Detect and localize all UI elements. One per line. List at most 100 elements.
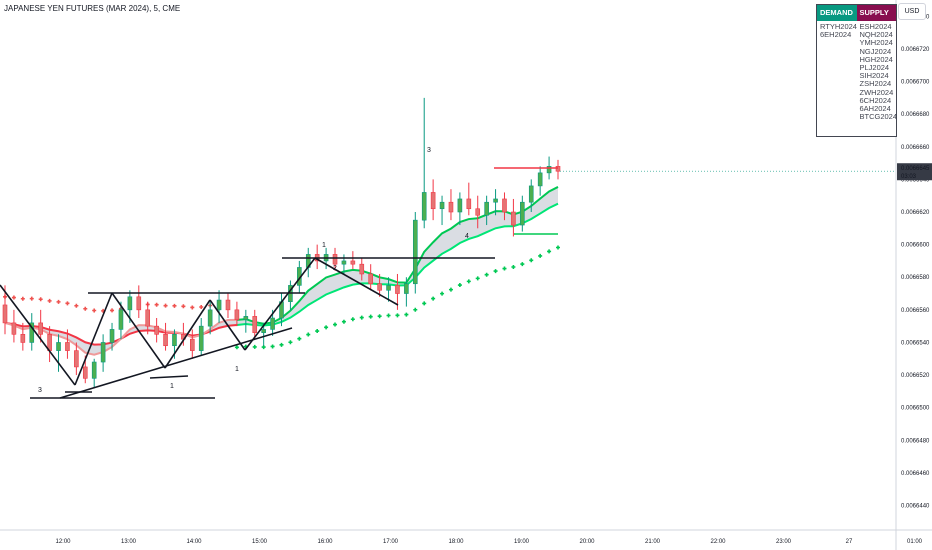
candle [38, 309, 43, 343]
candle-body [430, 192, 436, 210]
y-tick-label: 0.0066680 [901, 112, 930, 118]
trail-cross-mark [56, 299, 61, 304]
y-tick-label: 0.0066560 [901, 308, 930, 314]
trail-cross-mark [92, 308, 97, 313]
trail-cross-mark [511, 265, 516, 270]
trail-cross-mark [350, 317, 355, 322]
candle-body [439, 201, 445, 210]
trend-line [314, 257, 399, 306]
candle [359, 257, 365, 281]
y-tick-label: 0.0066640 [901, 177, 930, 183]
trail-cross-mark [74, 303, 79, 308]
y-tick-label: 0.0066660 [901, 145, 930, 151]
trail-cross-mark [315, 329, 320, 334]
trend-line [164, 299, 211, 369]
trail-cross-mark [395, 313, 400, 318]
candle [74, 342, 79, 376]
symbol-item: ZWH2024 [859, 87, 894, 97]
candle-body [359, 263, 365, 275]
candle [136, 285, 142, 318]
candle [350, 251, 356, 270]
symbol-item: YMH2024 [859, 38, 893, 48]
candle-body [56, 342, 61, 351]
candle [439, 195, 445, 226]
symbol-item: 6CH2024 [859, 95, 892, 105]
candle-body [404, 283, 409, 294]
trail-cross-mark [279, 342, 284, 347]
trail-cross-mark [234, 345, 239, 350]
trail-cross-mark [377, 314, 382, 319]
wave-label: 4 [465, 233, 469, 240]
wave-label: 1 [235, 366, 239, 373]
candle [154, 318, 159, 343]
symbol-item: NGJ2024 [859, 46, 892, 56]
x-tick-label: 17:00 [383, 539, 399, 545]
trail-cross-mark [65, 301, 70, 306]
x-tick-label: 22:00 [710, 539, 726, 545]
symbol-item: NQH2024 [859, 30, 893, 40]
candle-body [341, 260, 347, 265]
trend-line [149, 375, 189, 379]
trail-cross-mark [368, 314, 373, 319]
symbol-item: ZSH2024 [859, 79, 892, 89]
candle-body [511, 211, 516, 226]
candle-body [377, 283, 382, 291]
x-tick-label: 18:00 [448, 539, 464, 545]
trail-cross-mark [38, 297, 43, 302]
y-tick-label: 0.0066520 [901, 373, 930, 379]
candle-body [136, 296, 142, 311]
candle [332, 247, 338, 271]
candle [243, 309, 249, 333]
symbol-item: HGH2024 [859, 54, 893, 64]
y-tick-label: 0.0066540 [901, 340, 930, 346]
candle [430, 179, 436, 221]
candle-body [91, 361, 97, 379]
x-tick-label: 20:00 [579, 539, 595, 545]
symbol-item: BTCG2024 [859, 112, 898, 122]
candle-body [493, 198, 498, 203]
candle [493, 189, 498, 216]
trail-cross-mark [29, 296, 34, 301]
x-tick-label: 01:00 [907, 539, 923, 545]
symbol-item: ESH2024 [859, 22, 892, 31]
trail-cross-mark [83, 306, 88, 311]
trail-cross-mark [431, 296, 436, 301]
candle-body [29, 322, 35, 343]
candle [2, 285, 8, 335]
candle [11, 309, 17, 343]
candle-body [74, 350, 79, 368]
ema-cloud [5, 186, 558, 355]
y-tick-label: 0.0066580 [901, 275, 930, 281]
wave-label: 1 [170, 383, 174, 390]
candle [56, 334, 61, 372]
trail-cross-mark [520, 262, 525, 267]
trail-cross-mark [110, 308, 115, 313]
candle [502, 192, 507, 221]
candle [91, 358, 97, 389]
candle-body [38, 322, 43, 335]
chart-title: JAPANESE YEN FUTURES (MAR 2024), 5, CME [4, 4, 181, 13]
trend-line [111, 292, 166, 369]
candle-body [145, 309, 151, 327]
candle [20, 322, 26, 351]
trail-cross-mark [261, 345, 266, 350]
candle [368, 264, 373, 291]
currency-button[interactable]: USD [898, 3, 926, 20]
candle-body [332, 254, 338, 265]
y-tick-label: 0.0066440 [901, 504, 930, 510]
candle [288, 280, 293, 310]
trail-cross-mark [252, 344, 257, 349]
candle-body [234, 309, 240, 320]
candle-body [252, 316, 258, 333]
candle [555, 159, 561, 180]
x-tick-label: 23:00 [776, 539, 792, 545]
candle [386, 277, 391, 302]
trail-cross-mark [297, 336, 302, 341]
trail-cross-mark [475, 276, 480, 281]
candle [511, 198, 516, 237]
candle-body [395, 285, 400, 294]
trail-cross-mark [333, 322, 338, 327]
candle [404, 277, 409, 307]
candle [216, 290, 222, 323]
